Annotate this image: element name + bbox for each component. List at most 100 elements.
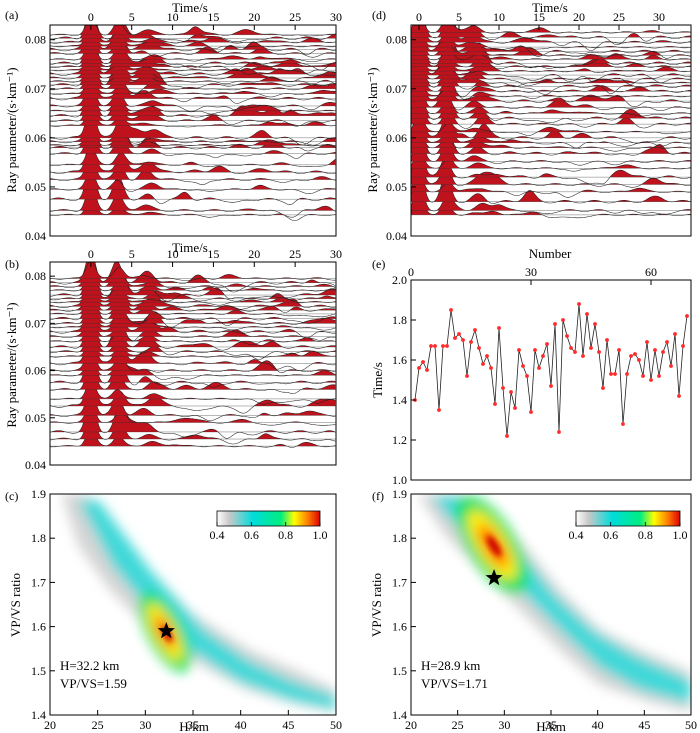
trace-line-d-33 xyxy=(411,25,691,35)
colorbar-tick-label-f: 0.6 xyxy=(603,528,618,542)
data-point-63 xyxy=(661,350,665,354)
trace-fill-a-12 xyxy=(50,107,336,126)
trace-fill-a-6 xyxy=(50,146,336,165)
data-point-23 xyxy=(501,386,505,390)
a-xtick-label: 30 xyxy=(330,10,342,24)
panel-d: 0 5 10 15 20 25 300.080.070.060.050.04 Time/s … xyxy=(365,0,692,243)
b-xtick-label: 15 xyxy=(207,247,219,261)
trace-line-d-16 xyxy=(411,81,691,111)
data-point-11 xyxy=(453,336,457,340)
data-point-20 xyxy=(489,366,493,370)
panel-label-c: (c) xyxy=(5,489,18,503)
data-point-9 xyxy=(445,344,449,348)
f-xtick-label: 35 xyxy=(545,718,557,732)
trace-line-d-13 xyxy=(411,97,691,129)
f-ytick-label: 1.6 xyxy=(392,620,407,634)
data-point-33 xyxy=(541,354,545,358)
f-xtick-label: 20 xyxy=(405,718,417,732)
e-xtick-label: 0 xyxy=(408,265,414,279)
trace-line-d-7 xyxy=(411,134,691,166)
trace-fill-b-30 xyxy=(50,262,336,279)
x-axis-label-f: H/km xyxy=(536,719,566,733)
data-point-4 xyxy=(425,368,429,372)
data-point-14 xyxy=(465,374,469,378)
data-point-59 xyxy=(645,340,649,344)
trace-line-d-23 xyxy=(411,41,691,82)
e-ytick-label: 1.4 xyxy=(392,393,407,407)
trace-fill-d-2 xyxy=(411,166,691,202)
b-xtick-label: 5 xyxy=(129,247,135,261)
panel-label-e: (e) xyxy=(372,257,385,271)
trace-fill-d-22 xyxy=(411,52,691,79)
data-point-22 xyxy=(497,326,501,330)
data-point-49 xyxy=(605,338,609,342)
data-point-39 xyxy=(565,334,569,338)
f-ytick-label: 1.7 xyxy=(392,575,407,589)
trace-fill-a-4 xyxy=(50,154,336,180)
y-axis-label-b: Ray parameter/(s·km⁻¹) xyxy=(4,302,19,427)
x-axis-label-e: Number xyxy=(529,246,572,261)
trace-fill-d-5 xyxy=(411,144,691,178)
panel-c: 20 25 30 35 40 45 50 1.9 1.8 1.7 1.6 1.5 1.4 0.4 0.6 0… xyxy=(5,487,342,733)
trace-line-d-1 xyxy=(411,183,691,215)
d-ytick-label: 0.05 xyxy=(386,180,407,194)
data-point-12 xyxy=(457,332,461,336)
f-xtick-label: 30 xyxy=(498,718,510,732)
max-star-f xyxy=(485,569,503,586)
panel-label-d: (d) xyxy=(372,8,386,22)
b-ytick-label: 0.07 xyxy=(25,316,46,330)
data-point-53 xyxy=(621,422,625,426)
e-ytick-label: 1.6 xyxy=(392,353,407,367)
trace-fill-d-33 xyxy=(411,25,691,33)
c-xtick-label: 45 xyxy=(282,718,294,732)
data-point-19 xyxy=(485,354,489,358)
trace-fill-d-8 xyxy=(411,118,691,154)
heat-peak-f xyxy=(486,535,502,557)
e-xtick-label: 60 xyxy=(645,265,657,279)
x-axis-label-b: Time/s xyxy=(172,240,208,255)
a-ytick-label: 0.05 xyxy=(25,180,46,194)
trace-fill-b-10 xyxy=(50,344,336,371)
trace-line-b-4 xyxy=(50,389,336,421)
trace-line-a-6 xyxy=(50,146,336,167)
x-axis-label-d: Time/s xyxy=(532,0,568,15)
data-point-21 xyxy=(493,402,497,406)
data-point-69 xyxy=(685,314,689,318)
a-xtick-label: 5 xyxy=(129,10,135,24)
trace-line-b-6 xyxy=(50,380,336,405)
trace-line-d-25 xyxy=(411,40,691,70)
trace-line-a-11 xyxy=(50,104,336,146)
a-xtick-label: 15 xyxy=(207,10,219,24)
panel-f: 20 25 30 35 40 45 50 1.9 1.8 1.7 1.6 1.5 1.4 0.4 0.6 0… xyxy=(369,487,697,733)
c-ytick-label: 1.7 xyxy=(31,575,46,589)
trace-fill-a-27 xyxy=(50,40,336,60)
c-xtick-label: 50 xyxy=(330,718,342,732)
data-point-35 xyxy=(549,384,553,388)
data-point-24 xyxy=(505,434,509,438)
data-point-40 xyxy=(569,346,573,350)
data-point-37 xyxy=(557,430,561,434)
axes-frame-d xyxy=(410,24,692,237)
f-ytick-label: 1.5 xyxy=(392,664,407,678)
result-k-c: VP/VS=1.59 xyxy=(60,676,127,691)
trace-fill-a-11 xyxy=(50,105,336,138)
trace-fill-d-28 xyxy=(411,28,691,56)
data-point-44 xyxy=(585,312,589,316)
c-ytick-label: 1.9 xyxy=(31,487,46,501)
d-ytick-label: 0.06 xyxy=(386,131,407,145)
traces-b xyxy=(50,262,336,448)
f-xtick-label: 50 xyxy=(685,718,697,732)
data-point-42 xyxy=(577,302,581,306)
d-ytick-label: 0.08 xyxy=(386,33,407,47)
data-point-28 xyxy=(521,364,525,368)
data-point-54 xyxy=(625,372,629,376)
data-point-55 xyxy=(629,354,633,358)
panel-a: 0 5 10 15 20 25 300.080.070.060.050.04 Time/s … xyxy=(4,0,342,243)
e-ytick-label: 1.2 xyxy=(392,433,407,447)
panel-b: 0 5 10 15 20 25 300.080.070.060.050.04 Time/s … xyxy=(4,240,342,472)
f-ytick-label: 1.8 xyxy=(392,531,407,545)
trace-line-d-30 xyxy=(411,28,691,50)
trace-line-d-4 xyxy=(411,158,691,188)
data-point-25 xyxy=(509,390,513,394)
colorbar-tick-label-c: 1.0 xyxy=(313,528,328,542)
